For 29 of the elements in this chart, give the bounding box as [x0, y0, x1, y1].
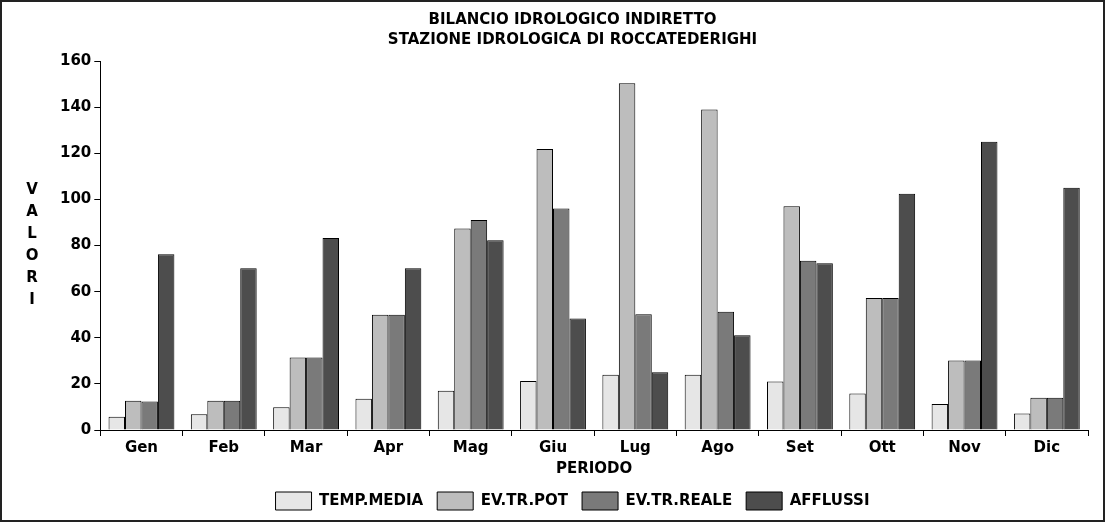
y-tick-label: 80	[70, 235, 92, 254]
y-tick-label: 0	[80, 419, 92, 438]
y-tick-label: 100	[60, 189, 92, 208]
chart-title: BILANCIO IDROLOGICO INDIRETTO	[428, 9, 717, 28]
x-tick-label: Mar	[289, 437, 323, 456]
y-tick-label: 40	[70, 327, 92, 346]
y-axis-title: VALORI	[25, 180, 39, 309]
legend-label: EV.TR.POT	[480, 490, 569, 509]
x-tick-label: Apr	[373, 437, 404, 456]
x-tick-label: Gen	[124, 437, 159, 456]
x-tick-label: Lug	[619, 437, 651, 456]
x-tick-label: Ott	[868, 437, 896, 456]
x-tick-label: Giu	[538, 437, 568, 456]
y-tick-label: 160	[60, 50, 92, 69]
legend-label: TEMP.MEDIA	[319, 490, 424, 509]
x-tick-label: Feb	[208, 437, 240, 456]
y-tick-label: 120	[60, 143, 92, 162]
legend-label: AFFLUSSI	[789, 490, 870, 509]
x-tick-label: Set	[785, 437, 814, 456]
x-tick-label: Mag	[452, 437, 489, 456]
y-tick-label: 20	[70, 373, 92, 392]
y-tick-label: 60	[70, 281, 92, 300]
chart-subtitle: STAZIONE IDROLOGICA DI ROCCATEDERIGHI	[387, 29, 758, 48]
legend-label: EV.TR.REALE	[625, 490, 733, 509]
x-tick-label: Dic	[1033, 437, 1061, 456]
x-tick-label: Ago	[701, 437, 734, 456]
x-axis-title: PERIODO	[555, 458, 633, 477]
y-tick-label: 140	[60, 97, 92, 116]
x-tick-label: Nov	[948, 437, 982, 456]
